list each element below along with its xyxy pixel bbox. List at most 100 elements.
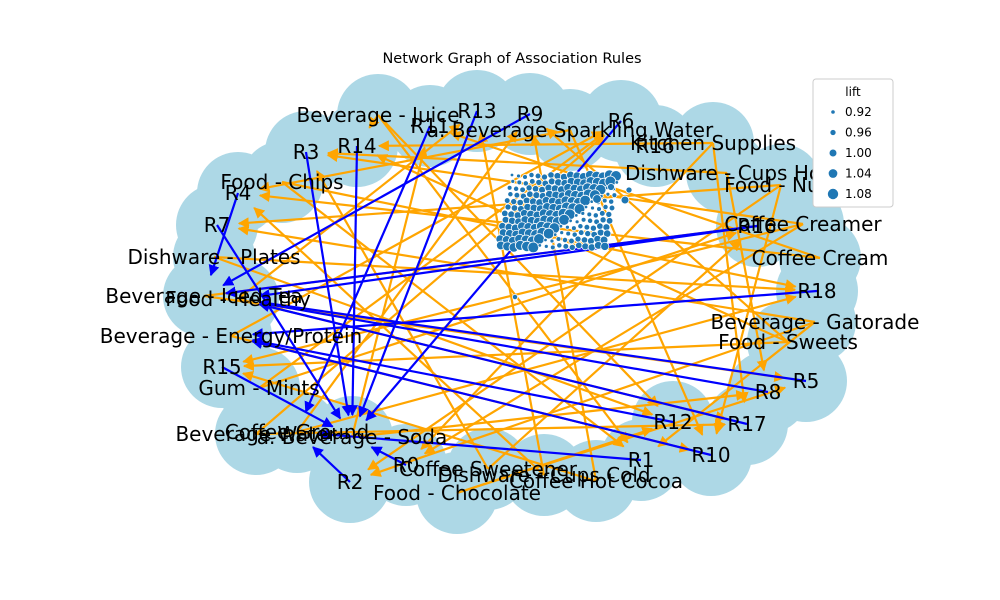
node-label-r11: R11	[410, 114, 449, 138]
lift-point	[592, 194, 602, 204]
lift-point	[568, 237, 575, 245]
lift-point	[527, 241, 540, 254]
node-label-r5: R5	[793, 369, 820, 393]
lift-point	[581, 242, 590, 251]
node-label-gum-mints: Gum - Mints	[198, 376, 319, 400]
graph-title: Network Graph of Association Rules	[382, 51, 641, 67]
lift-point	[559, 230, 565, 236]
lift-point	[526, 190, 534, 198]
legend-label: 0.92	[845, 105, 872, 119]
node-label-r10: R10	[691, 443, 730, 467]
lift-point	[511, 293, 519, 301]
lift-point	[556, 242, 563, 249]
lift-point	[574, 213, 579, 218]
node-label-r6: R6	[608, 109, 635, 133]
lift-point	[507, 191, 514, 198]
edge-rule-to-item-r11-to-coffee-ground	[304, 125, 432, 413]
lift-point	[541, 173, 548, 181]
edge-item-to-rule-kitchen-supplies-to-r0	[420, 142, 714, 450]
lift-point	[596, 206, 602, 212]
edge-item-to-rule-food-chips-to-r1	[281, 181, 625, 448]
legend-entries: 0.92 0.96 1.00 1.04 1.08	[827, 105, 872, 201]
lift-point	[504, 203, 512, 211]
lift-point	[553, 232, 558, 237]
edge-item-to-rule-beverage-water-to-r17	[255, 419, 727, 436]
lift-point	[547, 171, 555, 179]
lift-point	[534, 172, 542, 180]
lift-point	[590, 205, 595, 211]
lift-point	[528, 171, 535, 179]
node-label-kitchen-supplies: Kitchen Supplies	[630, 131, 796, 155]
lift-point	[555, 236, 562, 242]
node-label-beverage-water: Beverage Water	[175, 422, 337, 446]
node-label-r15: R15	[202, 355, 241, 379]
edges-layer	[203, 110, 821, 495]
lift-point	[543, 237, 548, 243]
legend-label: 1.04	[845, 167, 872, 181]
edge-item-to-rule-beverage-gatorade-to-r7	[237, 224, 816, 324]
lift-point	[571, 225, 577, 232]
lift-point	[608, 204, 616, 212]
lift-point	[501, 209, 509, 218]
lift-point	[611, 192, 618, 199]
node-label-r13: R13	[457, 99, 496, 123]
lift-point	[516, 173, 521, 179]
legend: lift 0.92 0.96 1.00 1.04 1.08	[812, 78, 894, 208]
legend-marker	[830, 129, 836, 136]
edge-item-to-rule-food-sweets-to-r9	[545, 127, 789, 343]
node-label-r0: R0	[393, 453, 420, 477]
node-label-coffee-hot-cocoa: Coffee Hot Cocoa	[509, 469, 683, 493]
lift-point	[510, 204, 519, 212]
lift-point	[620, 195, 630, 205]
edge-item-to-rule-beverage-juice-to-r1	[377, 114, 629, 444]
lift-point	[587, 217, 594, 224]
node-label-beverage-sparkling-water: a. Beverage Sparkling Water	[427, 118, 714, 142]
node-label-r16: R16	[737, 214, 776, 238]
lift-point	[510, 198, 518, 206]
node-label-dishware-cups-hot: Dishware - Cups Hot	[625, 161, 829, 185]
lift-point	[601, 197, 608, 204]
lift-point	[506, 184, 513, 191]
edge-rule-to-item-r7-to-beverage-soda	[216, 224, 342, 420]
node-label-r2: R2	[337, 470, 364, 494]
lift-point	[577, 223, 584, 230]
lift-point	[583, 223, 591, 231]
edge-item-to-rule-food-nuts-to-r10	[713, 184, 783, 435]
lift-point	[625, 186, 633, 194]
lift-point	[516, 198, 524, 207]
node-label-r14: R14	[337, 134, 376, 158]
lift-point	[565, 230, 572, 237]
lift-point	[602, 203, 609, 211]
lift-point	[584, 230, 592, 238]
lift-point	[571, 231, 578, 238]
edge-rule-to-item-r16-to-beverage-iced-tea	[224, 224, 758, 298]
lift-point	[583, 204, 589, 210]
edge-rule-to-item-r5-to-food-healthy	[258, 298, 807, 383]
node-label-dishware-plates: Dishware - Plates	[127, 245, 300, 269]
edge-item-to-rule-coffee-cream-to-r11	[449, 131, 821, 260]
lift-point	[596, 222, 604, 230]
lift-point	[529, 178, 536, 185]
lift-point	[549, 244, 556, 251]
node-label-coffee-cream: Coffee Cream	[752, 246, 889, 270]
node-label-r18: R18	[797, 279, 836, 303]
edge-item-to-rule-beverage-soda-to-r11	[350, 146, 428, 438]
edge-rule-to-item-r0-to-beverage-soda	[370, 446, 407, 466]
lift-point	[600, 241, 610, 251]
edge-item-to-rule-dishware-plates-to-r18	[213, 255, 797, 295]
legend-marker	[829, 149, 837, 157]
edge-item-to-rule-dishware-cups-hot-to-r8	[725, 172, 768, 372]
legend-title: lift	[845, 85, 861, 99]
lift-point	[522, 180, 529, 187]
legend-label: 1.08	[845, 187, 872, 201]
legend-marker	[828, 169, 838, 178]
node-label-r9: R9	[517, 102, 544, 126]
lift-point	[586, 211, 593, 218]
node-label-r4: R4	[225, 181, 252, 205]
lift-point	[516, 179, 523, 186]
lift-point	[549, 238, 555, 244]
legend-label: 0.96	[845, 126, 872, 140]
lift-point	[522, 174, 528, 180]
node-label-r7: R7	[204, 213, 231, 237]
edge-rule-to-item-r1-to-coffee-ground	[317, 429, 642, 462]
